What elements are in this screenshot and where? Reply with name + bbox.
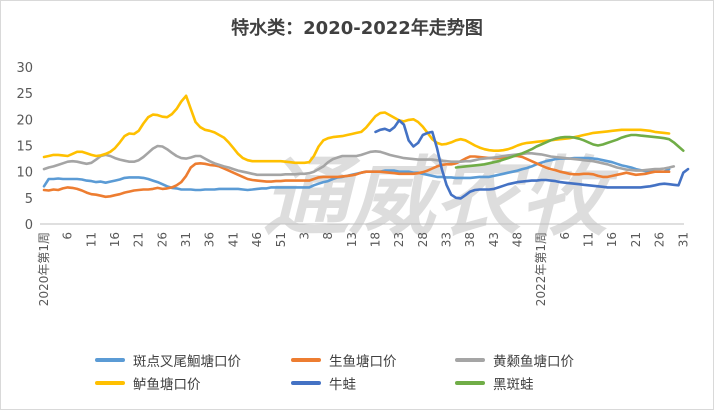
x-tick-label: 2022年第1周 bbox=[534, 232, 548, 306]
legend-label: 生鱼塘口价 bbox=[329, 354, 397, 370]
legend-item: 黑斑蛙 bbox=[455, 373, 534, 393]
x-tick-label: 51 bbox=[274, 232, 288, 247]
y-tick-label: 15 bbox=[16, 140, 33, 155]
x-tick-label: 2020年第1周 bbox=[37, 232, 51, 306]
x-tick-label: 13 bbox=[345, 232, 359, 247]
x-tick-label: 11 bbox=[84, 232, 98, 247]
y-tick-label: 0 bbox=[25, 218, 33, 233]
legend-label: 斑点叉尾鮰塘口价 bbox=[133, 354, 241, 370]
x-tick-label: 16 bbox=[108, 232, 122, 247]
legend-swatch bbox=[291, 381, 321, 385]
legend-label: 牛蛙 bbox=[329, 377, 356, 393]
x-tick-label: 41 bbox=[226, 232, 240, 247]
x-tick-label: 43 bbox=[487, 232, 501, 247]
y-tick-label: 30 bbox=[16, 61, 33, 76]
legend-swatch bbox=[455, 381, 485, 385]
x-tick-label: 23 bbox=[392, 232, 406, 247]
x-tick-label: 36 bbox=[203, 232, 217, 247]
x-tick-label: 6 bbox=[61, 232, 75, 240]
series-line-3 bbox=[42, 144, 676, 177]
x-tick-label: 31 bbox=[676, 232, 690, 247]
series-line-5 bbox=[374, 119, 690, 200]
legend-label: 黑斑蛙 bbox=[493, 377, 534, 393]
series-line-4 bbox=[42, 94, 671, 165]
x-tick-label: 33 bbox=[440, 232, 454, 247]
x-tick-label: 48 bbox=[511, 232, 525, 247]
y-tick-label: 20 bbox=[16, 113, 33, 128]
legend-label: 鲈鱼塘口价 bbox=[133, 377, 201, 393]
x-tick-label: 21 bbox=[132, 232, 146, 247]
x-tick-label: 26 bbox=[653, 232, 667, 247]
series-line-2 bbox=[42, 154, 671, 199]
x-tick-label: 28 bbox=[416, 232, 430, 247]
x-tick-label: 38 bbox=[463, 232, 477, 247]
y-tick-label: 25 bbox=[16, 87, 33, 102]
x-tick-label: 18 bbox=[368, 232, 382, 247]
x-tick-label: 11 bbox=[582, 232, 596, 247]
legend-item: 生鱼塘口价 bbox=[291, 350, 397, 370]
y-tick-label: 5 bbox=[25, 192, 33, 207]
x-tick-label: 8 bbox=[321, 232, 335, 240]
x-tick-label: 46 bbox=[250, 232, 264, 247]
y-tick-label: 10 bbox=[16, 166, 33, 181]
legend-swatch bbox=[95, 358, 125, 362]
legend-item: 鲈鱼塘口价 bbox=[95, 373, 201, 393]
legend-item: 牛蛙 bbox=[291, 373, 356, 393]
series-line-6 bbox=[454, 133, 685, 169]
chart-title: 特水类：2020-2022年走势图 bbox=[231, 18, 483, 39]
x-tick-label: 16 bbox=[605, 232, 619, 247]
legend-swatch bbox=[95, 381, 125, 385]
legend-swatch bbox=[291, 358, 321, 362]
x-tick-label: 26 bbox=[155, 232, 169, 247]
legend: 斑点叉尾鮰塘口价 生鱼塘口价 黄颡鱼塘口价鲈鱼塘口价 牛蛙 黑斑蛙 bbox=[0, 340, 714, 400]
legend-swatch bbox=[455, 358, 485, 362]
x-tick-label: 21 bbox=[629, 232, 643, 247]
legend-item: 黄颡鱼塘口价 bbox=[455, 350, 574, 370]
x-tick-label: 31 bbox=[179, 232, 193, 247]
legend-label: 黄颡鱼塘口价 bbox=[493, 354, 574, 370]
x-tick-label: 3 bbox=[297, 232, 311, 240]
x-tick-label: 6 bbox=[558, 232, 572, 240]
legend-item: 斑点叉尾鮰塘口价 bbox=[95, 350, 241, 370]
